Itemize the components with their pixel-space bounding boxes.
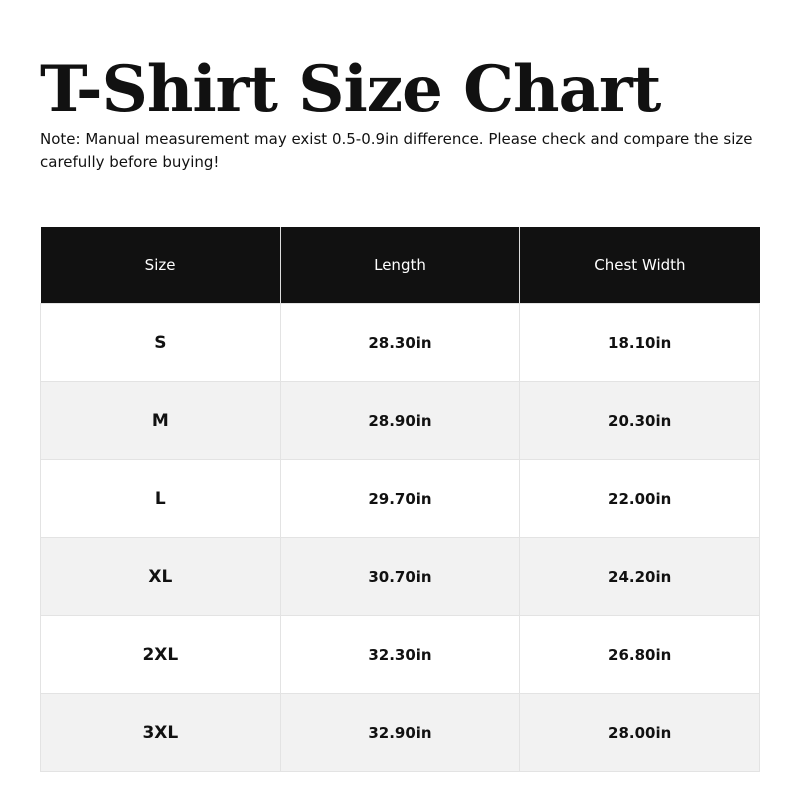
cell-size: 2XL: [40, 615, 281, 694]
cell-length: 32.90in: [279, 693, 521, 772]
cell-chest-width: 20.30in: [519, 381, 760, 460]
header-chest-width: Chest Width: [519, 227, 760, 304]
header-size: Size: [40, 227, 281, 304]
cell-chest-width: 22.00in: [519, 459, 760, 538]
table-row: 3XL 32.90in 28.00in: [40, 693, 760, 772]
table-row: 2XL 32.30in 26.80in: [40, 615, 760, 694]
table-header-row: Size Length Chest Width: [40, 227, 760, 304]
cell-chest-width: 26.80in: [519, 615, 760, 694]
cell-length: 28.90in: [279, 381, 521, 460]
cell-length: 32.30in: [279, 615, 521, 694]
cell-chest-width: 24.20in: [519, 537, 760, 616]
cell-length: 28.30in: [279, 303, 521, 382]
header-length: Length: [280, 227, 521, 304]
cell-size: M: [40, 381, 281, 460]
page-title: T-Shirt Size Chart: [40, 52, 661, 127]
cell-size: XL: [40, 537, 281, 616]
table-row: M 28.90in 20.30in: [40, 381, 760, 460]
cell-size: 3XL: [40, 693, 281, 772]
table-row: L 29.70in 22.00in: [40, 459, 760, 538]
cell-length: 29.70in: [279, 459, 521, 538]
cell-chest-width: 28.00in: [519, 693, 760, 772]
cell-chest-width: 18.10in: [519, 303, 760, 382]
cell-size: S: [40, 303, 281, 382]
table-row: XL 30.70in 24.20in: [40, 537, 760, 616]
cell-size: L: [40, 459, 281, 538]
size-chart-table: Size Length Chest Width S 28.30in 18.10in M…: [40, 227, 760, 772]
cell-length: 30.70in: [279, 537, 521, 616]
table-row: S 28.30in 18.10in: [40, 303, 760, 382]
measurement-note: Note: Manual measurement may exist 0.5-0…: [40, 130, 753, 171]
